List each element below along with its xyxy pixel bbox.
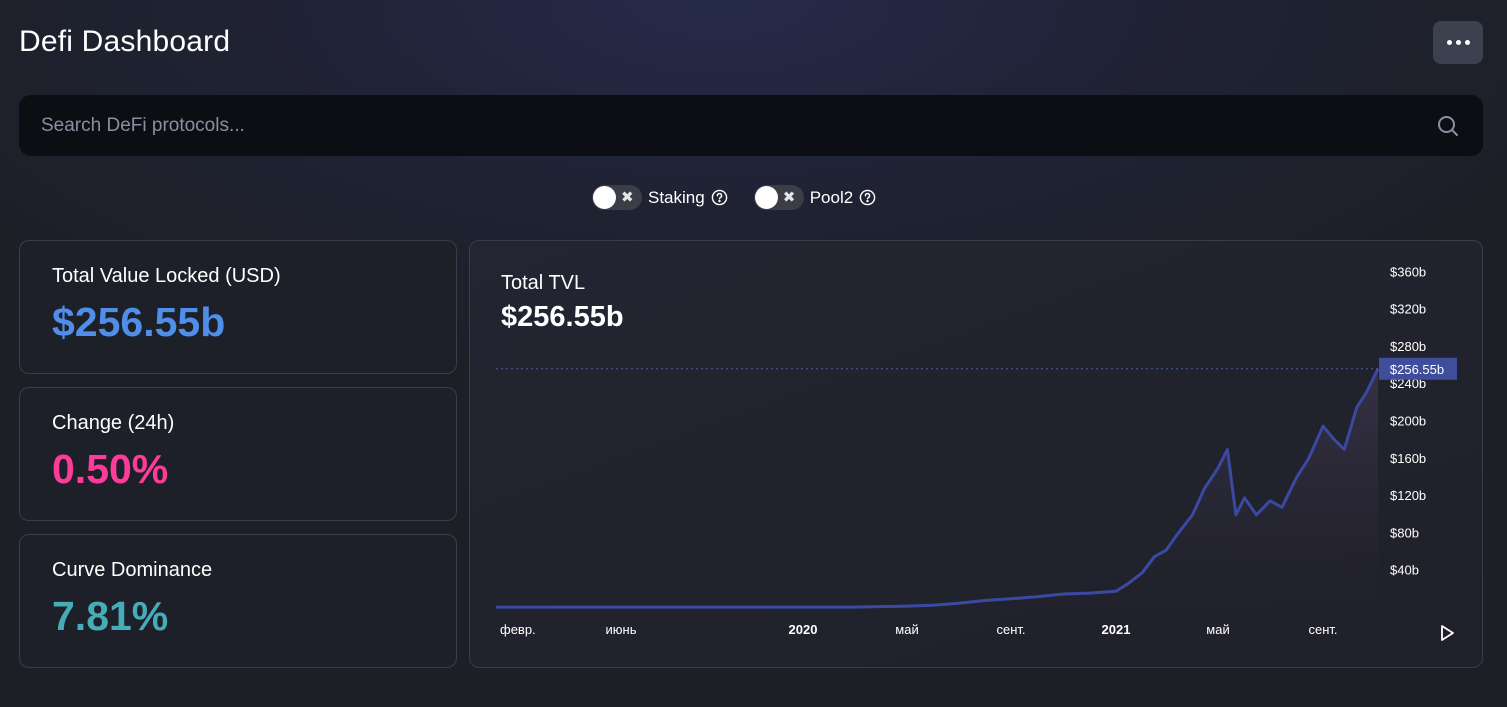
toggle-knob (754, 186, 778, 209)
y-tick-label: $240b (1390, 376, 1426, 391)
dominance-value: 7.81% (52, 593, 169, 639)
dominance-card: Curve Dominance 7.81% (19, 534, 457, 668)
chart-title: Total TVL (501, 272, 586, 294)
dot (1455, 40, 1461, 45)
tvl-card: Total Value Locked (USD) $256.55b (19, 240, 457, 374)
change-label: Change (24h) (52, 412, 175, 434)
toggle-knob (593, 186, 616, 209)
page-title: Defi Dashboard (19, 25, 231, 58)
change-value: 0.50% (52, 446, 169, 492)
pool2-label: Pool2 (809, 187, 854, 207)
y-tick-label: $200b (1390, 414, 1426, 429)
x-tick-label: май (895, 622, 918, 637)
x-tick-label: сент. (996, 622, 1025, 637)
tvl-value: $256.55b (52, 299, 226, 345)
y-tick-label: $80b (1390, 525, 1419, 540)
tvl-series-line (496, 368, 1380, 609)
staking-label: Staking (648, 187, 705, 207)
staking-toggle[interactable]: ✖ (592, 185, 642, 210)
help-icon[interactable] (859, 189, 876, 206)
y-tick-label: $360b (1390, 264, 1426, 279)
x-tick-label: сент. (1308, 622, 1337, 637)
tvl-area (496, 368, 1378, 608)
search-icon[interactable] (1436, 114, 1460, 138)
current-value-badge (1379, 357, 1457, 380)
dot (1464, 40, 1470, 45)
filter-toggles: ✖ Staking ✖ Pool2 (592, 185, 876, 210)
x-tick-label: 2021 (1102, 622, 1131, 637)
tvl-chart-card: $40b $80b $120b $160b $200b $240b $280b $320b $3… (469, 240, 1483, 668)
dominance-label: Curve Dominance (52, 559, 213, 581)
y-tick-label: $120b (1390, 488, 1426, 503)
more-horizontal-icon (1446, 40, 1452, 45)
pool2-toggle[interactable]: ✖ (753, 185, 804, 210)
tvl-chart[interactable]: $40b $80b $120b $160b $200b $240b $280b $320b $3… (470, 241, 1483, 668)
x-tick-label: 2020 (789, 622, 818, 637)
more-options-button[interactable] (1433, 21, 1483, 64)
x-tick-label: май (1206, 622, 1229, 637)
y-tick-label: $280b (1390, 339, 1426, 354)
tvl-label: Total Value Locked (USD) (52, 265, 281, 287)
help-icon[interactable] (711, 189, 728, 206)
close-icon: ✖ (782, 189, 796, 206)
x-tick-label: февр. (500, 622, 536, 637)
search-bar (19, 95, 1483, 156)
y-tick-label: $160b (1390, 451, 1426, 466)
x-tick-label: июнь (606, 622, 637, 637)
chart-value: $256.55b (501, 301, 624, 333)
change-card: Change (24h) 0.50% (19, 387, 457, 521)
search-input[interactable] (41, 95, 1421, 156)
y-tick-label: $40b (1390, 563, 1419, 578)
close-icon: ✖ (621, 189, 634, 206)
play-icon[interactable] (1437, 623, 1457, 643)
y-tick-label: $320b (1390, 302, 1426, 317)
staking-toggle-group: ✖ Staking (592, 185, 728, 210)
current-value-label: $256.55b (1390, 362, 1444, 377)
pool2-toggle-group: ✖ Pool2 (753, 185, 876, 210)
